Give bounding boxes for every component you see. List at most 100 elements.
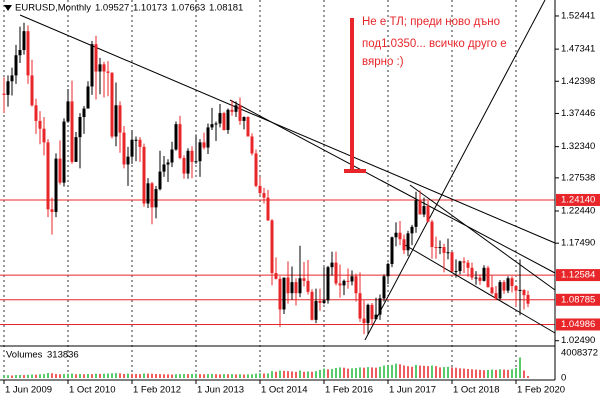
candle-body [454,271,458,273]
candle-body [522,289,526,296]
candle-body [14,55,18,76]
candle-body [186,150,190,174]
candle-body [154,189,158,208]
candle-body [274,273,278,279]
candle-body [286,277,290,294]
x-tick-label: 1 Feb 2020 [517,385,565,396]
candle-body [238,105,242,121]
candle-body [226,109,230,131]
candle-body [150,183,154,208]
arrow-shaft [350,18,354,170]
candle-body [326,267,330,301]
candle-body [262,193,266,198]
header-value: 1.09527 [95,3,129,14]
candle-body [218,113,222,124]
candle-body [118,105,122,133]
candle-body [378,298,382,315]
candle-body [318,300,322,303]
candle-body [10,75,14,82]
candle-body [146,183,150,204]
level-label-box [556,193,600,206]
candle-body [254,153,258,186]
candle-body [466,262,470,268]
trend-line [19,14,556,244]
candle-body [62,121,66,183]
candle-body [434,247,438,249]
volume-tick-label: 0 [561,373,566,384]
y-tick-label: 1.42398 [561,76,595,87]
candle-body [74,137,78,162]
candle-body [294,282,298,294]
candle-body [410,226,414,234]
candle-body [110,72,114,137]
candle-body [50,209,54,212]
note: Не е ТЛ; преди ново дъно [362,16,500,28]
candle-body [102,64,106,72]
candle-body [474,277,478,279]
candle-body [202,142,206,148]
x-tick-label: 1 Jun 2013 [197,385,244,396]
candle-body [418,200,422,215]
candle-body [386,263,390,277]
candle-body [2,93,6,95]
y-tick-label: 1.02490 [561,335,595,346]
y-tick-label: 1.17490 [561,238,595,249]
candle-body [34,105,38,121]
candle-body [470,267,474,278]
arrow-head [344,169,366,173]
candle-body [258,185,262,194]
trend-line [404,244,556,334]
candle-body [54,158,58,212]
candle-body [334,262,338,284]
candle-body [230,109,234,112]
candle-body [302,278,306,281]
candle-body [394,232,398,238]
candle-body [382,276,386,299]
candle-body [462,261,466,263]
candle-body [162,164,166,172]
candle-body [158,171,162,190]
candle-body [498,282,502,299]
header-value: 1.08181 [209,3,243,14]
candle-body [82,108,86,118]
candle-body [354,276,358,294]
candle-body [122,132,126,165]
candle-body [242,117,246,121]
candle-body [246,117,250,137]
level-label-box [556,293,600,306]
y-tick-label: 1.32340 [561,141,595,152]
candle-body [166,162,170,165]
candle-body [490,287,494,294]
candle-body [430,221,434,248]
candle-body [26,31,30,76]
candle-body [458,261,462,272]
candle-body [210,124,214,128]
note: под1.0350... всичко друго е [362,38,507,50]
y-tick-label: 1.52441 [561,10,595,21]
candle-body [298,278,302,294]
trend-line [229,99,556,274]
candle-body [42,128,46,143]
candle-body [170,149,174,163]
x-tick-label: 1 Feb 2016 [325,385,373,396]
candle-body [66,101,70,122]
level-label: 1.04986 [561,319,595,330]
candle-body [306,280,310,292]
candle-body [90,44,94,87]
y-tick-label: 1.27538 [561,172,595,183]
candle-body [362,318,366,324]
candle-body [446,252,450,254]
candle-body [338,283,342,286]
x-tick-label: 1 Oct 2014 [261,385,307,396]
candle-body [366,304,370,324]
candle-body [126,156,130,165]
annotation-arrow [344,18,366,173]
candle-body [114,105,118,137]
candle-body [390,237,394,264]
candle-body [486,267,490,288]
candle-body [330,262,334,268]
candle-body [198,142,202,162]
volume-value: 313836 [47,350,79,361]
x-tick-label: 1 Feb 2012 [133,385,181,396]
candle-body [478,277,482,281]
